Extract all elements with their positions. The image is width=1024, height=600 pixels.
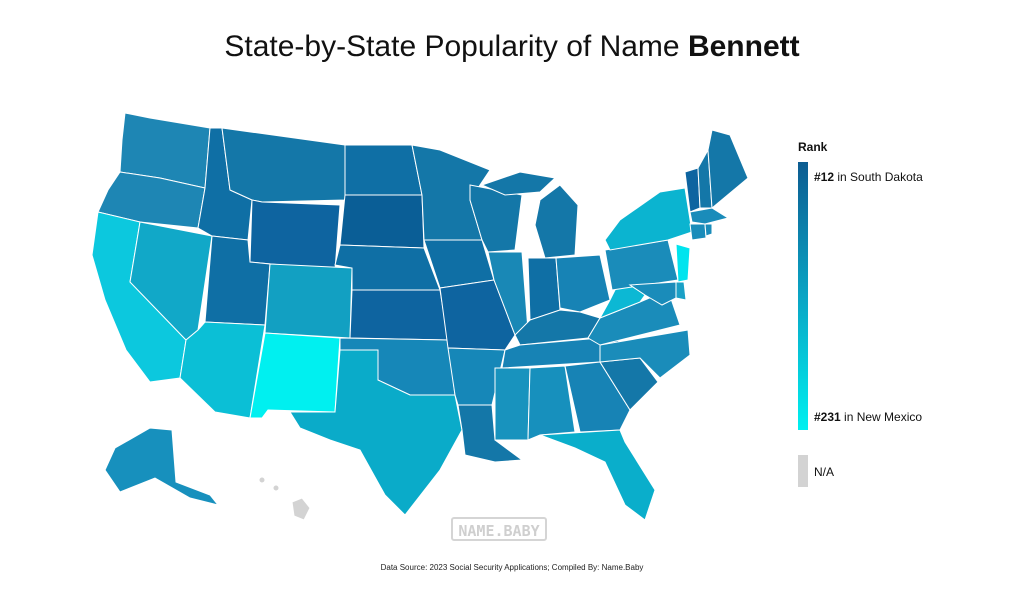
chart-title: State-by-State Popularity of Name Bennet…	[0, 30, 1024, 64]
state-DE[interactable]	[675, 281, 687, 301]
state-NC[interactable]	[599, 329, 691, 379]
title-name: Bennett	[687, 30, 800, 63]
state-HI-small-2[interactable]	[272, 484, 280, 492]
state-CO[interactable]	[264, 263, 353, 339]
state-GA[interactable]	[564, 361, 631, 433]
state-FL[interactable]	[539, 429, 656, 521]
state-MS[interactable]	[494, 367, 531, 441]
state-TX[interactable]	[289, 349, 463, 516]
legend-na-swatch	[798, 455, 808, 487]
state-MA[interactable]	[689, 207, 730, 225]
legend-bottom-rank: #231	[814, 410, 841, 424]
state-MT[interactable]	[221, 127, 346, 203]
state-WY[interactable]	[249, 199, 341, 271]
state-KS[interactable]	[349, 289, 449, 341]
state-IN[interactable]	[527, 257, 561, 321]
state-MI[interactable]	[534, 184, 579, 259]
legend-top-rank: #12	[814, 170, 835, 184]
state-AZ[interactable]	[179, 321, 266, 419]
state-OH[interactable]	[555, 254, 611, 313]
state-NY[interactable]	[604, 187, 693, 251]
legend-na-label: N/A	[814, 465, 835, 479]
state-MO[interactable]	[439, 279, 516, 351]
state-NJ[interactable]	[675, 243, 691, 283]
legend-title: Rank	[798, 140, 828, 154]
state-RI[interactable]	[704, 223, 713, 237]
state-NM[interactable]	[249, 332, 341, 419]
state-ND[interactable]	[344, 144, 423, 196]
state-MI-upper[interactable]	[480, 171, 557, 196]
legend-top-label: #12 in South Dakota	[814, 170, 923, 184]
state-LA[interactable]	[457, 404, 524, 463]
state-CT[interactable]	[689, 223, 707, 241]
state-OR[interactable]	[97, 171, 206, 229]
legend-bottom-label: #231 in New Mexico	[814, 410, 922, 424]
watermark-logo: NAME.BABY	[451, 517, 547, 541]
title-prefix: State-by-State Popularity of Name	[224, 30, 688, 63]
state-HI-small-1[interactable]	[258, 476, 266, 484]
state-MD[interactable]	[628, 281, 677, 306]
legend-color-scale	[798, 162, 808, 430]
legend-top-state: in South Dakota	[834, 170, 923, 184]
state-HI[interactable]	[291, 497, 311, 521]
state-SD[interactable]	[339, 194, 425, 249]
state-ME[interactable]	[707, 129, 749, 210]
data-source-note: Data Source: 2023 Social Security Applic…	[380, 563, 644, 572]
state-AK[interactable]	[104, 427, 220, 506]
legend-bottom-state: in New Mexico	[840, 410, 923, 424]
